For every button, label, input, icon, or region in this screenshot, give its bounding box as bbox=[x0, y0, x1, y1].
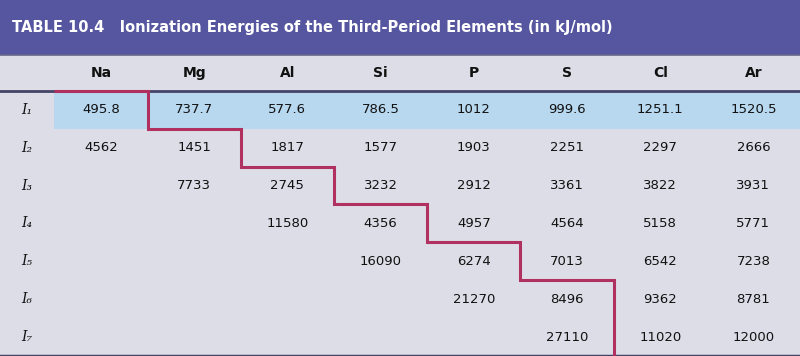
Text: I₃: I₃ bbox=[22, 178, 33, 193]
Text: 1903: 1903 bbox=[457, 141, 490, 154]
Text: 5771: 5771 bbox=[736, 217, 770, 230]
Text: I₅: I₅ bbox=[22, 254, 33, 268]
Text: 2666: 2666 bbox=[737, 141, 770, 154]
Text: 3822: 3822 bbox=[643, 179, 677, 192]
Text: 495.8: 495.8 bbox=[82, 103, 120, 116]
Text: 6274: 6274 bbox=[457, 255, 490, 268]
Text: 4957: 4957 bbox=[457, 217, 490, 230]
Text: I₆: I₆ bbox=[22, 292, 33, 306]
Text: Si: Si bbox=[374, 66, 388, 80]
Text: Mg: Mg bbox=[182, 66, 206, 80]
Bar bbox=[0, 204, 800, 242]
Bar bbox=[0, 129, 800, 167]
Text: Al: Al bbox=[280, 66, 295, 80]
Text: P: P bbox=[469, 66, 479, 80]
Text: 16090: 16090 bbox=[359, 255, 402, 268]
Text: 8496: 8496 bbox=[550, 293, 584, 306]
Text: 1577: 1577 bbox=[363, 141, 398, 154]
Text: 2251: 2251 bbox=[550, 141, 584, 154]
Text: 3232: 3232 bbox=[363, 179, 398, 192]
Bar bbox=[0, 167, 800, 204]
Bar bbox=[54, 91, 800, 129]
Text: I₂: I₂ bbox=[22, 141, 33, 155]
Text: Na: Na bbox=[90, 66, 111, 80]
Text: 3361: 3361 bbox=[550, 179, 584, 192]
Text: 5158: 5158 bbox=[643, 217, 677, 230]
Text: S: S bbox=[562, 66, 572, 80]
Text: 786.5: 786.5 bbox=[362, 103, 399, 116]
Text: 12000: 12000 bbox=[732, 331, 774, 344]
Text: I₇: I₇ bbox=[22, 330, 33, 344]
Text: 1817: 1817 bbox=[270, 141, 304, 154]
Bar bbox=[0, 318, 800, 356]
Bar bbox=[0, 280, 800, 318]
Text: I₄: I₄ bbox=[22, 216, 33, 230]
Bar bbox=[0, 242, 800, 280]
Bar bbox=[0, 55, 800, 91]
Text: 3931: 3931 bbox=[737, 179, 770, 192]
Text: I₁: I₁ bbox=[22, 103, 33, 117]
Text: 1012: 1012 bbox=[457, 103, 490, 116]
Text: 11020: 11020 bbox=[639, 331, 682, 344]
Text: 9362: 9362 bbox=[643, 293, 677, 306]
Text: 4564: 4564 bbox=[550, 217, 584, 230]
Text: 21270: 21270 bbox=[453, 293, 495, 306]
Text: Ar: Ar bbox=[745, 66, 762, 80]
Text: 2912: 2912 bbox=[457, 179, 490, 192]
Text: 2745: 2745 bbox=[270, 179, 304, 192]
Text: 4562: 4562 bbox=[84, 141, 118, 154]
Text: 7238: 7238 bbox=[737, 255, 770, 268]
Text: 999.6: 999.6 bbox=[548, 103, 586, 116]
Text: TABLE 10.4   Ionization Energies of the Third-Period Elements (in kJ/mol): TABLE 10.4 Ionization Energies of the Th… bbox=[12, 20, 613, 35]
Text: 27110: 27110 bbox=[546, 331, 588, 344]
Text: 11580: 11580 bbox=[266, 217, 309, 230]
Text: 6542: 6542 bbox=[643, 255, 677, 268]
Bar bbox=[0, 91, 800, 129]
Text: Cl: Cl bbox=[653, 66, 668, 80]
Text: 1251.1: 1251.1 bbox=[637, 103, 683, 116]
Text: 7733: 7733 bbox=[178, 179, 211, 192]
Text: 2297: 2297 bbox=[643, 141, 677, 154]
Bar bbox=[0, 0, 800, 55]
Text: 7013: 7013 bbox=[550, 255, 584, 268]
Text: 737.7: 737.7 bbox=[175, 103, 214, 116]
Text: 4356: 4356 bbox=[364, 217, 398, 230]
Text: 1451: 1451 bbox=[178, 141, 211, 154]
Text: 8781: 8781 bbox=[737, 293, 770, 306]
Text: 1520.5: 1520.5 bbox=[730, 103, 777, 116]
Text: 577.6: 577.6 bbox=[269, 103, 306, 116]
